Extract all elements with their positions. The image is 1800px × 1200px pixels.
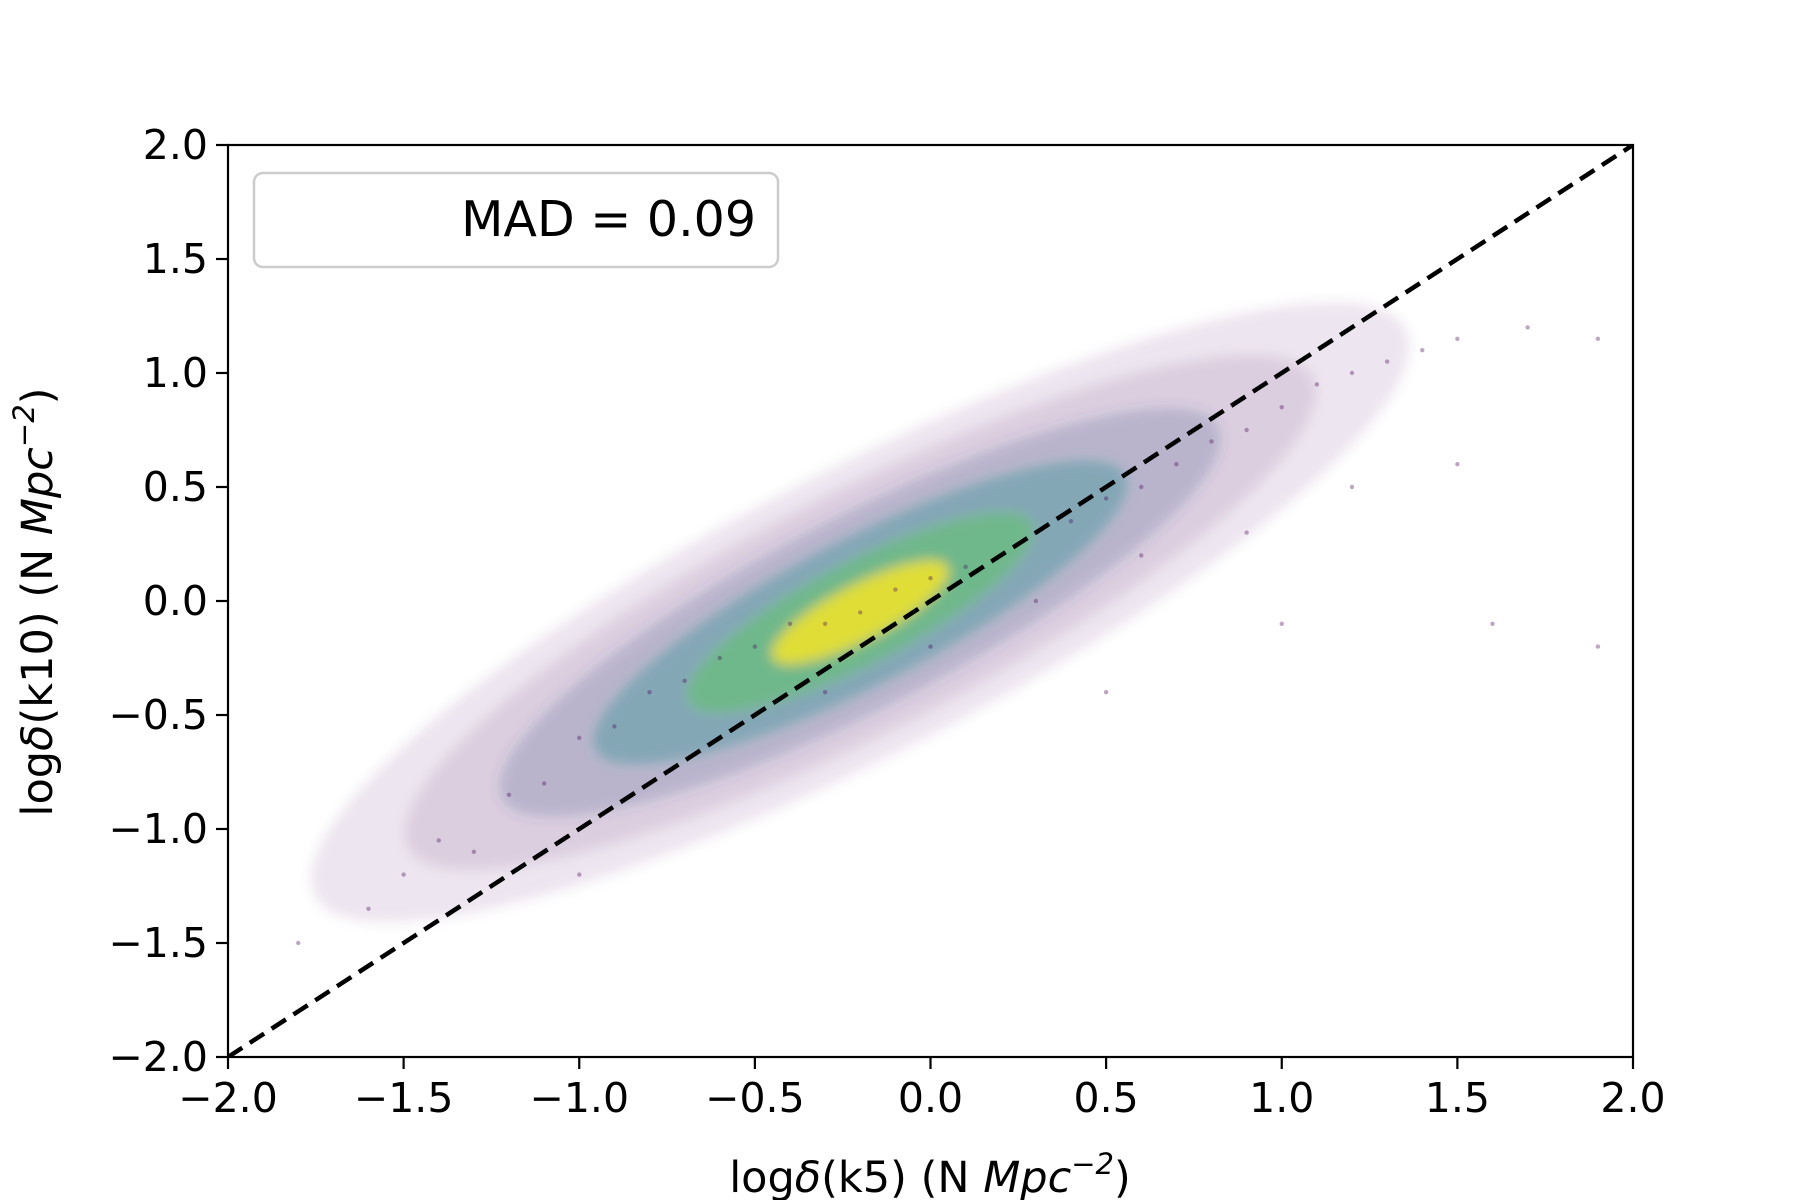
- scatter-point-1: [366, 906, 371, 911]
- y-tick-label-6: 1.0: [143, 349, 208, 397]
- scatter-point-40: [1244, 530, 1249, 535]
- scatter-point-21: [1068, 519, 1074, 524]
- scatter-point-17: [928, 576, 933, 581]
- x-tick-label-6: 1.0: [1249, 1074, 1314, 1122]
- scatter-point-28: [1314, 382, 1320, 387]
- scatter-point-36: [822, 690, 828, 695]
- x-tick-label-7: 1.5: [1425, 1074, 1490, 1122]
- scatter-point-24: [1174, 462, 1179, 467]
- y-tick-label-5: 0.5: [143, 463, 208, 511]
- scatter-point-7: [577, 735, 582, 740]
- scatter-point-23: [1139, 484, 1144, 490]
- density-cloud: [310, 302, 1410, 923]
- y-tick-label-7: 1.5: [143, 235, 208, 283]
- legend: MAD = 0.09: [252, 171, 780, 269]
- scatter-point-39: [1139, 553, 1144, 558]
- scatter-point-5: [506, 792, 512, 797]
- scatter-point-0: [296, 940, 301, 946]
- scatter-point-47: [1595, 644, 1601, 649]
- scatter-point-11: [717, 655, 722, 661]
- x-tick-label-8: 2.0: [1600, 1074, 1665, 1122]
- y-tick-label-8: 2.0: [143, 121, 208, 169]
- scatter-point-43: [577, 872, 582, 877]
- scatter-point-31: [1420, 348, 1425, 353]
- scatter-point-10: [682, 678, 687, 683]
- x-tick-label-3: −0.5: [705, 1074, 805, 1122]
- y-tick-label-3: −0.5: [108, 691, 208, 739]
- scatter-point-26: [1244, 427, 1249, 433]
- scatter-point-15: [858, 610, 863, 615]
- y-tick-label-2: −1.0: [108, 805, 208, 853]
- y-tick-label-0: −2.0: [108, 1033, 208, 1081]
- scatter-point-13: [787, 621, 793, 626]
- scatter-point-8: [612, 724, 617, 729]
- scatter-point-25: [1209, 439, 1214, 444]
- scatter-point-32: [1455, 336, 1460, 341]
- scatter-point-6: [541, 781, 547, 786]
- scatter-point-34: [1595, 336, 1601, 341]
- density-level-5: [772, 560, 949, 664]
- scatter-point-16: [893, 587, 898, 592]
- x-axis-ticks: −2.0 −1.5 −1.0 −0.5 0.0 0.5 1.0 1.5 2.0: [178, 1057, 1666, 1122]
- x-axis-label: logδ(k5) (N Mpc−2): [729, 1147, 1131, 1200]
- scatter-point-14: [822, 621, 828, 626]
- legend-entry: MAD = 0.09: [461, 191, 756, 248]
- x-tick-label-2: −1.0: [529, 1074, 629, 1122]
- scatter-point-3: [436, 838, 441, 843]
- x-tick-label-5: 0.5: [1074, 1074, 1139, 1122]
- scatter-point-42: [1455, 462, 1460, 467]
- scatter-point-44: [1103, 690, 1109, 695]
- scatter-point-18: [963, 564, 968, 569]
- scatter-point-41: [1349, 484, 1355, 490]
- scatter-point-12: [752, 644, 758, 649]
- scatter-point-30: [1384, 359, 1390, 364]
- scatter-point-46: [1490, 621, 1495, 626]
- x-tick-label-1: −1.5: [354, 1074, 454, 1122]
- scatter-point-37: [928, 644, 933, 649]
- x-tick-label-0: −2.0: [178, 1074, 278, 1122]
- scatter-point-29: [1349, 370, 1355, 376]
- y-axis-ticks: −2.0 −1.5 −1.0 −0.5 0.0 0.5 1.0 1.5 2.0: [108, 121, 228, 1081]
- legend-box: [252, 171, 780, 269]
- scatter-point-2: [401, 872, 406, 877]
- x-tick-label-4: 0.0: [898, 1074, 963, 1122]
- scatter-point-33: [1525, 325, 1530, 330]
- scatter-point-22: [1103, 496, 1109, 501]
- scatter-point-38: [1033, 598, 1039, 604]
- scatter-point-9: [647, 690, 652, 695]
- one-to-one-dashed-line: [228, 145, 1633, 1057]
- scatter-point-45: [1279, 621, 1284, 626]
- y-tick-label-4: 0.0: [143, 577, 208, 625]
- scatter-point-4: [471, 849, 477, 854]
- scatter-point-27: [1279, 405, 1284, 410]
- y-axis-label: logδ(k10) (N Mpc−2): [7, 388, 63, 817]
- y-tick-label-1: −1.5: [108, 919, 208, 967]
